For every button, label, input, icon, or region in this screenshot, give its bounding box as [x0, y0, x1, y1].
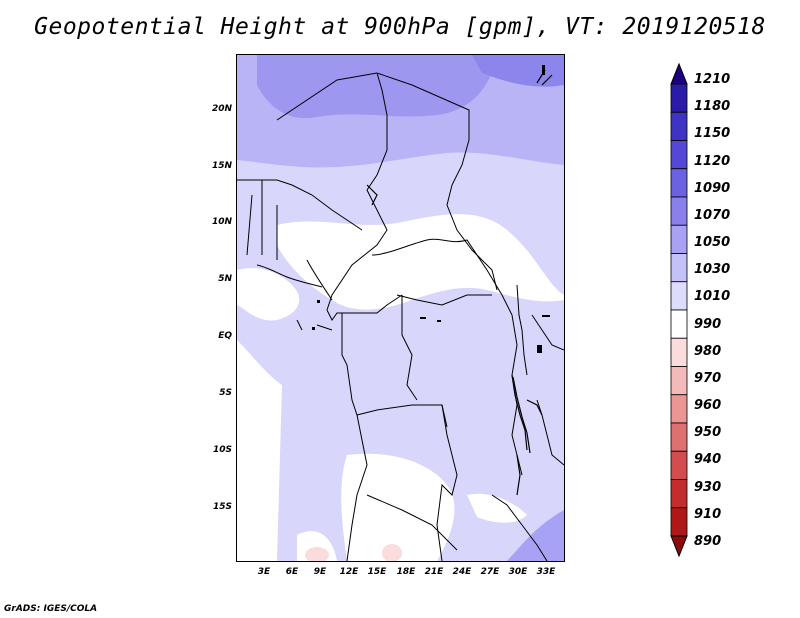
colorbar-level-label: 1210 — [694, 72, 731, 87]
colorbar-segment — [670, 450, 688, 480]
lat-label: 15S — [212, 502, 232, 512]
colorbar-level-label: 990 — [694, 316, 722, 332]
colorbar-level-label: 1010 — [694, 289, 731, 305]
colorbar-level-label: 940 — [694, 452, 722, 468]
lat-label: 10S — [212, 445, 232, 455]
colorbar-level-label: 1150 — [694, 126, 731, 142]
colorbar-segment — [670, 83, 688, 113]
colorbar-level-label: 970 — [694, 370, 722, 386]
colorbar-level-label: 980 — [694, 343, 722, 359]
colorbar-level-label: 890 — [694, 534, 722, 549]
colorbar-segment — [670, 140, 688, 170]
colorbar-level-label: 1120 — [694, 153, 731, 169]
map-title: Geopotential Height at 900hPa [gpm], VT:… — [34, 14, 766, 40]
lon-label: 15E — [367, 567, 387, 577]
colorbar-cap-bottom — [670, 535, 688, 558]
lat-label: 20N — [211, 104, 232, 114]
lon-label: 9E — [313, 567, 327, 577]
footer-credit: GrADS: IGES/COLA — [4, 604, 98, 614]
lat-label: 10N — [211, 217, 232, 227]
map-plot-area — [236, 54, 565, 562]
colorbar-level-label: 960 — [694, 398, 722, 414]
colorbar-level-label: 1050 — [694, 235, 731, 251]
lat-label: 5N — [218, 274, 232, 284]
lon-label: 33E — [536, 567, 556, 577]
colorbar-segment — [670, 224, 688, 254]
lon-label: 3E — [257, 567, 271, 577]
lon-label: 18E — [396, 567, 416, 577]
lat-label: 15N — [211, 161, 232, 171]
colorbar-segment — [670, 111, 688, 141]
colorbar-segment — [670, 168, 688, 198]
colorbar-segment — [670, 479, 688, 509]
lat-label: 5S — [219, 388, 232, 398]
colorbar-segment — [670, 422, 688, 452]
colorbar — [670, 62, 688, 558]
colorbar-level-label: 950 — [694, 425, 722, 441]
lon-label: 30E — [508, 567, 528, 577]
lat-label: EQ — [218, 331, 232, 341]
colorbar-segment — [670, 337, 688, 367]
lon-label: 12E — [339, 567, 359, 577]
lon-label: 24E — [452, 567, 472, 577]
colorbar-segment — [670, 281, 688, 311]
colorbar-cap-top — [670, 62, 688, 85]
lon-label: 27E — [480, 567, 500, 577]
lon-label: 21E — [424, 567, 444, 577]
colorbar-segment — [670, 309, 688, 339]
colorbar-segment — [670, 253, 688, 283]
lon-label: 6E — [285, 567, 299, 577]
geopotential-map — [237, 55, 564, 561]
colorbar-level-label: 910 — [694, 506, 722, 522]
colorbar-level-label: 930 — [694, 479, 722, 495]
colorbar-level-label: 1070 — [694, 207, 731, 223]
colorbar-level-label: 1180 — [694, 99, 731, 115]
colorbar-segment — [670, 366, 688, 396]
colorbar-segment — [670, 507, 688, 537]
colorbar-segment — [670, 196, 688, 226]
colorbar-segment — [670, 394, 688, 424]
colorbar-level-label: 1090 — [694, 180, 731, 196]
colorbar-level-label: 1030 — [694, 262, 731, 278]
